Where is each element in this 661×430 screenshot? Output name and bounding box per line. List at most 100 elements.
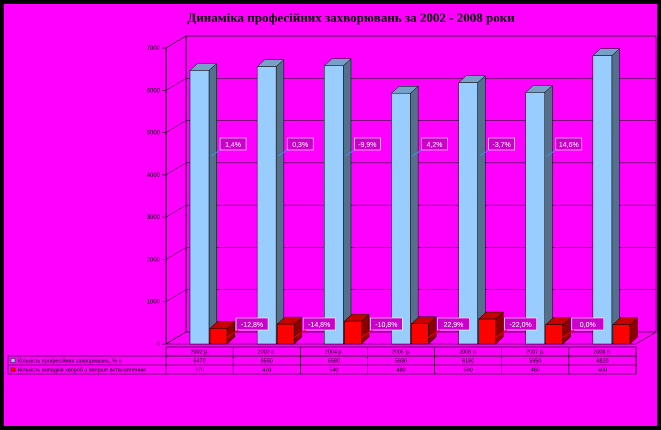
gridline-side xyxy=(165,247,187,260)
table-cell: 590 xyxy=(464,368,473,374)
bar-series1-side xyxy=(544,84,553,345)
bar-series2 xyxy=(477,311,504,345)
y-tick-label: 1000 xyxy=(147,300,161,306)
annotation-box-lower xyxy=(235,317,269,331)
bar-series2-front xyxy=(478,318,496,345)
gridline-side xyxy=(165,120,187,133)
bar-series1 xyxy=(256,59,285,345)
annotation-leader-upper xyxy=(277,149,288,157)
annotation-lower: -10,8% xyxy=(375,322,397,329)
bar-series1-side xyxy=(611,48,620,345)
y-tick-label: 3000 xyxy=(147,215,161,221)
bar-series1-front xyxy=(189,70,210,345)
bar-series1-front xyxy=(458,82,478,345)
annotation-leader-upper xyxy=(546,149,557,157)
gridline-side xyxy=(165,289,187,302)
back-wall xyxy=(185,35,657,333)
legend-swatch xyxy=(10,367,16,372)
table-cell: 6580 xyxy=(328,359,340,365)
annotation-leader-upper xyxy=(345,149,355,157)
table-cell: 5930 xyxy=(395,359,407,365)
annotation-box-upper xyxy=(286,137,314,151)
annotation-box-upper xyxy=(354,137,381,151)
x-category-label: 2005 р. xyxy=(392,350,411,356)
annotation-box-upper xyxy=(219,137,247,151)
annotation-upper: 1,4% xyxy=(225,142,241,149)
annotation-leader-lower xyxy=(360,329,373,339)
gridline-side xyxy=(165,78,187,91)
bars-layer xyxy=(189,48,639,345)
bar-series1-front xyxy=(525,92,545,345)
annotation-box-upper xyxy=(488,137,515,151)
bar-series1 xyxy=(592,48,621,345)
table-cell: 460 xyxy=(598,368,607,374)
annotation-upper: -9,9% xyxy=(358,142,376,149)
data-table: 2002 р. 2003 р. 2004 р. 2005 р. 2006 р. 2007 … xyxy=(7,346,637,375)
table-cell: 460 xyxy=(531,368,540,374)
x-category-label: 2003 р. xyxy=(258,350,277,356)
annotation-leader-upper xyxy=(412,149,422,157)
side-wall xyxy=(165,35,187,345)
chart-panel: Динаміка професійних захворювань за 2002… xyxy=(4,4,657,426)
legend-label: Кількість професійних захворювань, % о xyxy=(18,358,122,365)
legend-label: Кількість випадків хвороб з вперше встан… xyxy=(18,368,146,374)
bar-series2-front xyxy=(411,323,429,345)
bar-series2-front xyxy=(344,320,362,345)
annotation-box-lower xyxy=(302,317,336,331)
bar-series2 xyxy=(209,320,236,345)
table-cell: 6470 xyxy=(193,359,205,365)
y-tick-label: 4000 xyxy=(147,173,161,179)
annotation-box-upper xyxy=(555,137,583,151)
bar-series1 xyxy=(189,62,218,345)
chart: Динаміка професійних захворювань за 2002… xyxy=(7,10,657,375)
annotation-upper: 14,6% xyxy=(559,142,579,149)
bar-series2 xyxy=(343,313,370,345)
x-category-label: 2007 р. xyxy=(526,350,545,356)
bar-series1-side xyxy=(477,75,486,345)
bar-series2-front xyxy=(276,323,295,345)
annotation-leader-upper xyxy=(479,149,489,157)
table-cell: 6180 xyxy=(462,359,474,365)
bar-series1-front xyxy=(324,65,344,345)
annotation-leader-lower xyxy=(494,329,507,339)
bar-series1-front xyxy=(592,55,613,345)
bar-series2-front xyxy=(545,324,563,345)
x-category-label: 2006 р. xyxy=(459,350,478,356)
bar-series2 xyxy=(545,316,572,345)
annotation-leader-lower xyxy=(427,329,440,339)
bar-series1 xyxy=(525,84,554,345)
bar-series2 xyxy=(410,316,437,345)
annotation-leader-upper xyxy=(210,149,221,157)
y-tick-label: 2000 xyxy=(147,257,161,263)
chart-title: Динаміка професійних захворювань за 2002… xyxy=(187,10,515,25)
bar-series2 xyxy=(276,316,303,345)
annotation-upper: 0,3% xyxy=(292,142,308,149)
annotation-lower: -12,8% xyxy=(241,322,263,329)
annotation-leader-lower xyxy=(561,329,575,339)
bar-series2 xyxy=(612,316,639,345)
annotation-leader-lower xyxy=(225,329,239,339)
gridline-side xyxy=(165,204,187,218)
annotation-box-lower xyxy=(370,317,403,331)
bar-series1 xyxy=(457,75,486,345)
annotation-leader-lower xyxy=(292,329,306,339)
legend-swatch xyxy=(10,358,16,363)
y-tick-label: 0 xyxy=(157,342,161,348)
bar-series1 xyxy=(390,85,419,345)
table-cell: 370 xyxy=(195,368,204,374)
annotation-upper: 4,2% xyxy=(427,142,443,149)
table-cell: 540 xyxy=(329,368,338,374)
annotation-upper: -3,7% xyxy=(492,142,510,149)
table-cell: 6560 xyxy=(261,359,273,365)
x-category-label: 2008 р. xyxy=(593,350,612,356)
annotation-box-lower xyxy=(571,317,605,331)
bar-series1-side xyxy=(410,85,419,345)
annotation-box-upper xyxy=(421,137,448,151)
annotation-lower: -22,0% xyxy=(510,322,532,329)
annotation-lower: 0,0% xyxy=(580,322,596,329)
annotation-lower: -14,8% xyxy=(308,322,330,329)
annotation-lower: 22,9% xyxy=(444,322,464,329)
bar-series1-side xyxy=(343,58,352,345)
y-tick-label: 6000 xyxy=(147,88,161,94)
bar-series1-side xyxy=(275,59,285,345)
